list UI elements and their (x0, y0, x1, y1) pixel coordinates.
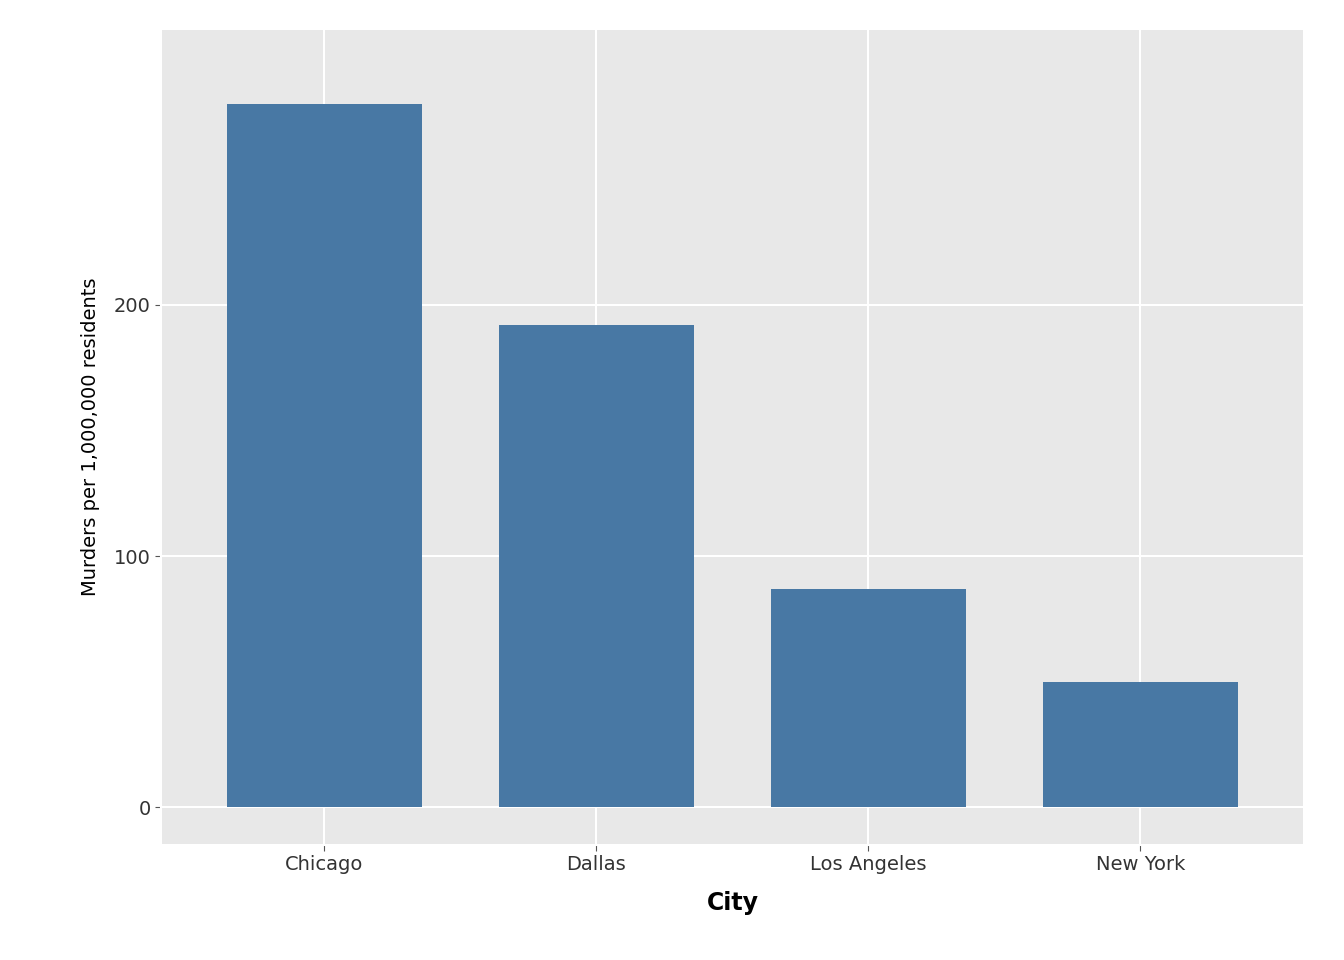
Y-axis label: Murders per 1,000,000 residents: Murders per 1,000,000 residents (81, 277, 99, 596)
Bar (499, 325, 695, 807)
X-axis label: City: City (707, 891, 758, 915)
Bar (770, 588, 966, 807)
Bar (227, 104, 422, 807)
Bar (1043, 682, 1238, 807)
